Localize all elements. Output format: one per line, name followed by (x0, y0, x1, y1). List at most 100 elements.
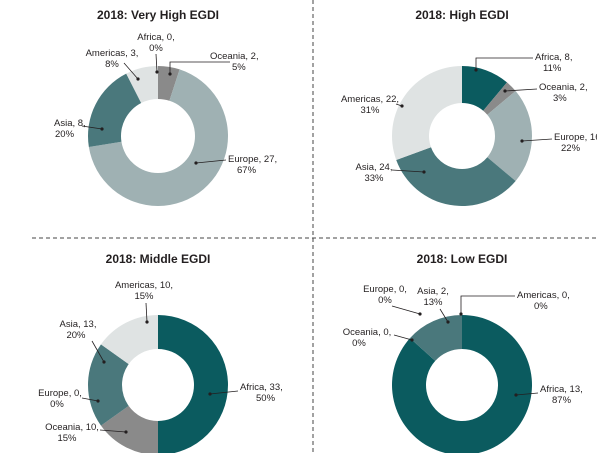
label-count: Africa, 13, (540, 384, 583, 395)
chart-title: 2018: High EGDI (415, 8, 508, 22)
leader-dot (124, 430, 128, 434)
label-percent: 67% (237, 165, 257, 176)
label-count: Europe, 0, (363, 284, 407, 295)
slice-europe (88, 69, 229, 206)
label-count: Asia, 24, (356, 162, 393, 173)
label-americas: Americas, 0, 0% (459, 290, 570, 316)
donut-low (392, 315, 532, 453)
label-count: Americas, 10, (115, 280, 173, 291)
leader-line (209, 390, 239, 395)
leader-dot (194, 161, 198, 165)
panel-very-high-egdi: 2018: Very High EGDI Africa, 0, 0% Ocean… (54, 8, 277, 206)
leader-dot (100, 127, 104, 131)
label-europe: Europe, 27, 67% (194, 154, 277, 176)
leader-line (99, 429, 127, 433)
label-asia: Asia, 24, 33% (356, 162, 426, 184)
label-oceania: Oceania, 0, 0% (343, 327, 414, 349)
leader-line (91, 340, 105, 363)
leader-line (391, 169, 425, 173)
leader-dot (520, 139, 524, 143)
slice-asia (88, 344, 129, 426)
label-count: Asia, 8, (54, 118, 86, 129)
label-count: Oceania, 10, (45, 422, 99, 433)
label-percent: 5% (232, 62, 246, 73)
donut-very-high (87, 66, 229, 206)
label-count: Europe, 16, (554, 132, 597, 143)
leader-line (460, 295, 515, 314)
label-africa: Africa, 0, 0% (137, 32, 175, 74)
slice-oceania (100, 405, 158, 453)
leader-dot (102, 360, 106, 364)
label-percent: 3% (553, 93, 567, 104)
label-count: Europe, 27, (228, 154, 277, 165)
label-oceania: Oceania, 10, 15% (45, 422, 128, 444)
leader-dot (136, 77, 140, 81)
label-africa: Africa, 8, 11% (474, 52, 573, 74)
label-percent: 0% (534, 301, 548, 312)
label-percent: 0% (378, 295, 392, 306)
slice-americas (391, 66, 462, 160)
leader-line (123, 62, 139, 80)
leader-dot (422, 170, 426, 174)
label-count: Asia, 2, (417, 286, 449, 297)
label-percent: 15% (57, 433, 77, 444)
leader-line (145, 302, 148, 323)
label-percent: 31% (360, 105, 380, 116)
leader-line (195, 159, 227, 164)
label-oceania: Oceania, 2, 5% (168, 51, 259, 76)
label-count: Africa, 33, (240, 382, 283, 393)
slice-asia (409, 315, 462, 361)
label-oceania: Oceania, 2, 3% (503, 82, 588, 104)
label-count: Asia, 13, (60, 319, 97, 330)
leader-line (391, 305, 421, 315)
label-africa: Africa, 33, 50% (208, 382, 283, 404)
label-africa: Africa, 13, 87% (514, 384, 583, 406)
label-europe: Europe, 0, 0% (363, 284, 422, 316)
slice-americas (100, 315, 158, 365)
label-count: Oceania, 2, (210, 51, 259, 62)
label-percent: 0% (352, 338, 366, 349)
leader-dot (155, 70, 159, 74)
leader-line (439, 308, 449, 323)
label-percent: 13% (423, 297, 443, 308)
leader-dot (208, 392, 212, 396)
label-percent: 8% (105, 59, 119, 70)
leader-dot (400, 104, 404, 108)
label-americas: Americas, 22, 31% (341, 94, 404, 116)
chart-title: 2018: Low EGDI (417, 252, 508, 266)
label-count: Europe, 0, (38, 388, 82, 399)
panel-low-egdi: 2018: Low EGDI Africa, 13, 87% Oceania, … (343, 252, 583, 453)
donut-middle (88, 315, 228, 453)
chart-title: 2018: Middle EGDI (106, 252, 211, 266)
leader-dot (514, 393, 518, 397)
label-count: Africa, 0, (137, 32, 175, 43)
leader-dot (168, 72, 172, 76)
panel-middle-egdi: 2018: Middle EGDI Africa, 33, 50% Oceani… (38, 252, 283, 453)
label-americas: Americas, 10, 15% (115, 280, 173, 324)
leader-line (81, 125, 103, 130)
donut-high (391, 66, 532, 206)
leader-dot (418, 312, 422, 316)
label-count: Americas, 22, (341, 94, 399, 105)
leader-dot (410, 338, 414, 342)
label-americas: Americas, 3, 8% (86, 48, 140, 81)
label-percent: 20% (55, 129, 75, 140)
label-percent: 15% (134, 291, 154, 302)
leader-dot (459, 312, 463, 316)
leader-line (169, 61, 230, 74)
leader-line (521, 138, 553, 142)
panel-high-egdi: 2018: High EGDI Africa, 8, 11% Oceania, … (341, 8, 597, 206)
label-count: Africa, 8, (535, 52, 573, 63)
label-percent: 50% (256, 393, 276, 404)
leader-line (475, 57, 533, 70)
slice-africa (462, 66, 507, 111)
leader-dot (446, 320, 450, 324)
leader-dot (474, 68, 478, 72)
label-europe: Europe, 16, 22% (520, 132, 597, 154)
label-count: Oceania, 0, (343, 327, 392, 338)
leader-dot (145, 320, 149, 324)
slice-americas (126, 66, 158, 104)
label-count: Americas, 0, (517, 290, 570, 301)
slice-oceania (158, 66, 180, 101)
